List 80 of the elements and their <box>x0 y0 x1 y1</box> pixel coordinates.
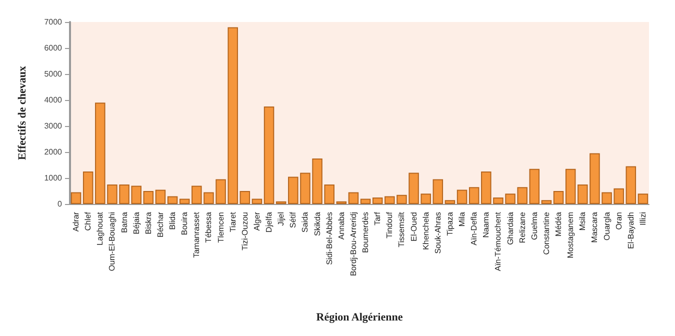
x-axis-title: Région Algérienne <box>316 312 403 324</box>
y-tick-label: 5000 <box>44 70 63 78</box>
x-tick-label: El-Bayadh <box>626 212 636 249</box>
x-tick-label: Béchar <box>156 212 165 238</box>
y-axis-title: Effectifs de chevaux <box>16 65 28 160</box>
x-tick-label: Mostaganem <box>566 212 576 258</box>
x-tick-label: Tipaza <box>445 211 454 236</box>
bar <box>155 190 166 204</box>
x-tick-label: Skikda <box>312 211 322 236</box>
x-tick-label: Tlemcen <box>216 212 226 243</box>
x-tick-label: Médéa <box>554 211 564 236</box>
x-tick-label: Biskra <box>144 211 153 234</box>
bar <box>468 187 480 204</box>
x-tick-label: Alger <box>252 212 262 231</box>
x-tick-label: Sétif <box>288 211 298 228</box>
bar <box>143 191 154 204</box>
x-tick-label: Bordj-Bou-Arreridj <box>348 212 358 276</box>
y-tick-label: 1000 <box>44 174 63 182</box>
bar <box>638 194 648 204</box>
x-tick-label: Naama <box>482 211 491 238</box>
x-tick-label: El-Oued <box>409 212 418 242</box>
x-tick-label: Tissemsilt <box>397 211 406 248</box>
x-tick-label: Blida <box>168 211 178 230</box>
x-tick-label: Laghouat <box>96 211 105 246</box>
x-tick-label: Aïn-Defla <box>470 211 479 246</box>
x-tick-label: Oran <box>614 212 624 230</box>
bar <box>529 168 540 204</box>
y-tick-label: 4000 <box>44 96 63 104</box>
x-tick-label: Tarf <box>373 211 382 226</box>
y-tick-label: 0 <box>58 200 63 208</box>
bar <box>240 191 250 204</box>
x-tick-label: Jijel <box>276 212 286 226</box>
x-tick-label: Saida <box>300 211 310 232</box>
x-tick-label: Chlef <box>84 211 93 231</box>
x-tick-label: Aïn-Témouchent <box>494 211 503 272</box>
x-tick-label: Tizi-Ouzou <box>240 212 250 250</box>
bar <box>82 172 94 204</box>
x-tick-label: Annaba <box>336 211 346 240</box>
x-tick-label: Ghardaia <box>506 211 515 245</box>
x-tick-label: Adrar <box>72 212 81 232</box>
x-tick-label: Batna <box>120 211 129 233</box>
bar <box>264 106 274 204</box>
x-tick-label: Tébessa <box>204 211 214 243</box>
bar <box>444 200 456 204</box>
x-tick-label: Mascara <box>590 211 600 243</box>
y-tick-label: 6000 <box>44 44 63 52</box>
y-tick-label: 2000 <box>44 148 63 156</box>
bar <box>179 198 190 204</box>
x-tick-label: Béjaia <box>132 211 141 234</box>
bar <box>167 196 178 204</box>
x-tick-label: Tindouf <box>385 211 394 238</box>
bar <box>70 192 82 204</box>
y-tick-label: 7000 <box>44 18 63 26</box>
x-tick-label: Bouira <box>180 211 190 236</box>
bar <box>360 198 371 204</box>
x-tick-label: Mila <box>458 211 467 227</box>
x-tick-label: Khenchela <box>421 211 430 250</box>
x-tick-label: Constantine <box>542 211 551 255</box>
x-tick-label: Msila <box>578 211 588 231</box>
bar <box>626 166 636 204</box>
x-tick-label: Relizane <box>518 211 527 244</box>
bar <box>372 198 383 204</box>
x-tick-label: Souk-Ahras <box>433 212 442 254</box>
x-tick-label: Sidi-Bel-Abbès <box>324 212 334 265</box>
bar <box>553 191 564 204</box>
x-tick-label: Guelma <box>530 211 539 240</box>
x-tick-label: Djelfa <box>264 211 274 232</box>
x-tick-label: Tamanrasset <box>192 211 202 258</box>
bar <box>565 168 576 204</box>
bar <box>541 200 552 204</box>
bar <box>456 190 468 204</box>
x-tick-label: Boumerdès <box>361 212 370 253</box>
x-tick-label: Ouargla <box>602 211 612 240</box>
x-tick-label: Illizi <box>638 212 648 226</box>
bar <box>432 179 444 204</box>
bar <box>348 192 359 204</box>
bar <box>252 198 262 204</box>
x-tick-label: Oum-El-Bouaghi <box>108 212 117 272</box>
y-tick-label: 3000 <box>44 122 63 130</box>
x-tick-label: Tiaret <box>228 211 238 232</box>
